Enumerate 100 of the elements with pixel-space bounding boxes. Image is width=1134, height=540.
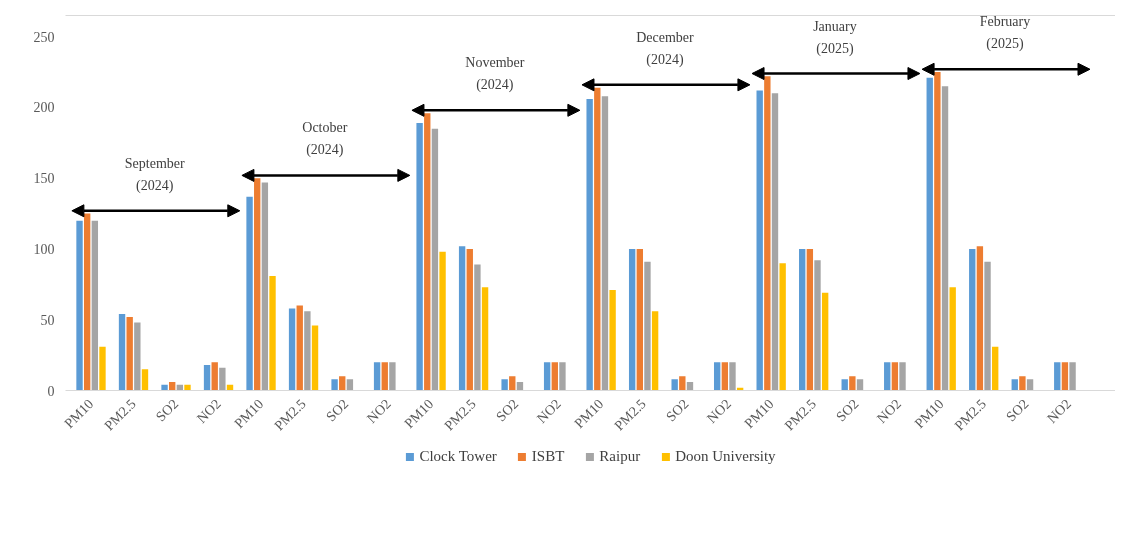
bar (389, 362, 396, 391)
bar (884, 362, 891, 391)
bar (296, 305, 303, 391)
bar (83, 213, 91, 391)
bar (1019, 376, 1026, 391)
bar (601, 96, 609, 391)
bar (91, 220, 99, 391)
bar (126, 316, 133, 391)
bar (1011, 379, 1018, 391)
bar (304, 311, 311, 391)
legend-label: Clock Tower (419, 447, 497, 465)
bar (779, 263, 786, 391)
bar (949, 287, 956, 391)
bar (219, 367, 226, 391)
bar (509, 376, 516, 391)
bar (841, 379, 848, 391)
bar (141, 369, 149, 391)
bar (976, 246, 984, 391)
bar (764, 76, 771, 391)
bar (331, 379, 338, 391)
bar (439, 251, 446, 391)
bar (899, 362, 906, 391)
x-tick-label: SO2 (153, 396, 182, 425)
bar (373, 362, 381, 391)
bar (756, 90, 763, 391)
annotation: December (2024) (636, 29, 694, 68)
annotation: November (2024) (465, 55, 525, 94)
bar (636, 248, 643, 391)
x-tick-label: SO2 (1003, 396, 1032, 425)
bar (821, 292, 829, 391)
y-tick-label: 100 (33, 241, 55, 257)
bar (118, 314, 126, 391)
annotation: January (2025) (813, 18, 857, 57)
bar (721, 362, 729, 391)
bar (551, 362, 558, 391)
bar (311, 325, 319, 391)
bar (814, 260, 821, 391)
x-tick-label: SO2 (663, 396, 692, 425)
bar (211, 362, 218, 391)
bar (99, 346, 106, 391)
annotation: September (2024) (124, 155, 186, 194)
bar (458, 246, 466, 391)
bar (984, 261, 991, 391)
bar (934, 72, 941, 391)
bar (381, 362, 388, 391)
y-tick-label: 0 (47, 383, 55, 399)
annotation: October (2024) (302, 120, 348, 159)
legend-label: Doon University (675, 447, 776, 465)
bar (416, 123, 423, 391)
bar (184, 384, 191, 391)
bar (481, 287, 489, 391)
bar (288, 308, 296, 391)
bar (771, 93, 779, 391)
y-tick-label: 250 (33, 29, 55, 45)
annotation: February (2025) (979, 14, 1031, 53)
bar (671, 379, 678, 391)
bar (261, 182, 269, 391)
bar (246, 196, 253, 391)
bar (679, 376, 686, 391)
bar (1026, 379, 1034, 391)
bar (891, 362, 899, 391)
bar (806, 248, 814, 391)
bar (644, 261, 651, 391)
bar (849, 376, 856, 391)
bar (941, 86, 949, 391)
bar (543, 362, 551, 391)
bar (474, 264, 481, 391)
bar (713, 362, 721, 391)
bar (466, 248, 473, 391)
bar (501, 379, 508, 391)
legend-label: ISBT (531, 447, 565, 465)
bar (969, 248, 976, 391)
bar (1054, 362, 1061, 391)
x-tick-label: SO2 (833, 396, 862, 425)
bar (1069, 362, 1076, 391)
bar (586, 98, 593, 391)
bar (628, 248, 636, 391)
y-tick-label: 200 (33, 100, 55, 116)
bar (424, 113, 431, 391)
bar (1061, 362, 1069, 391)
bar (203, 365, 211, 391)
y-tick-label: 150 (33, 171, 55, 187)
bar (594, 87, 601, 391)
bar (254, 178, 261, 391)
bar (134, 322, 141, 391)
legend-label: Raipur (599, 447, 641, 465)
bar (992, 346, 999, 391)
bar (269, 275, 276, 391)
bar (346, 379, 354, 391)
y-tick-label: 50 (40, 312, 55, 328)
bar (729, 362, 736, 391)
bar (609, 290, 616, 391)
x-tick-label: SO2 (493, 396, 522, 425)
bar (856, 379, 864, 391)
bar (799, 248, 806, 391)
bar (161, 384, 168, 391)
bar (651, 311, 659, 391)
bar (431, 128, 439, 391)
x-tick-label: SO2 (323, 396, 352, 425)
bar (339, 376, 346, 391)
